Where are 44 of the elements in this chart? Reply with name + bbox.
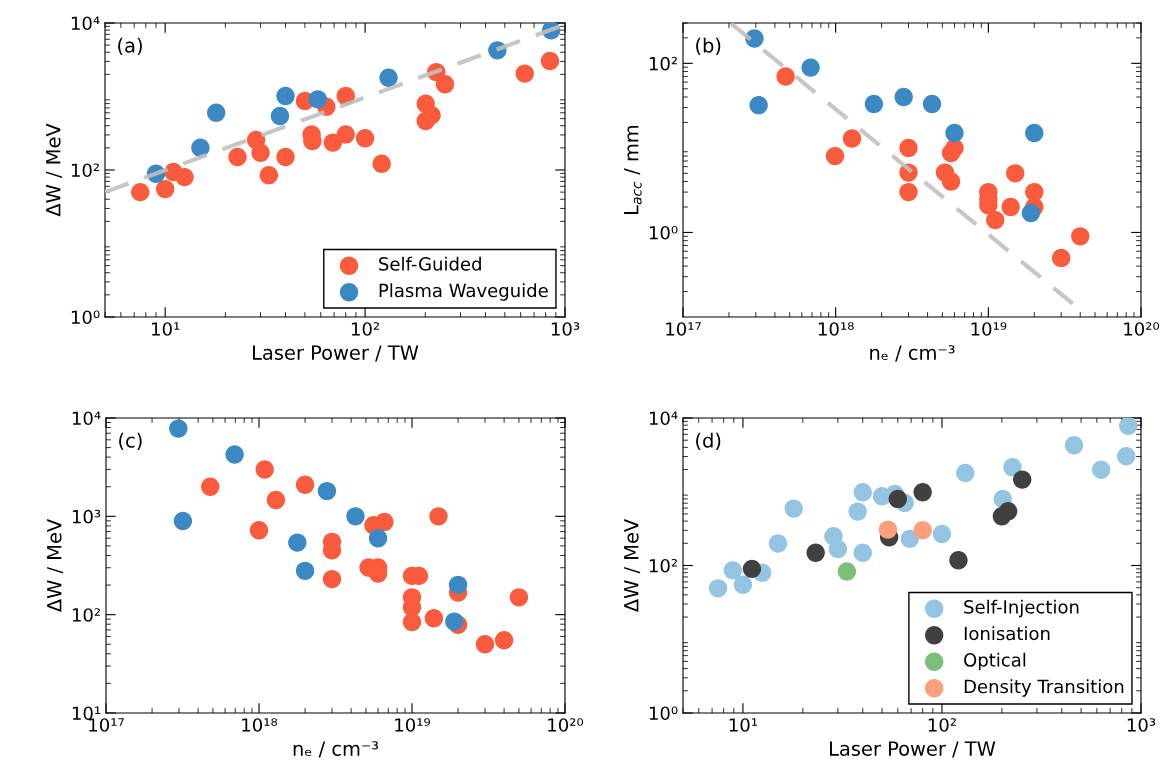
x-tick-label: 10³ [551,322,580,336]
annotation: (d) [696,432,721,451]
x-tick-label: 10¹⁷ [89,718,124,732]
x-tick-label: 10¹⁸ [242,718,278,732]
y-tick-label: 10² [71,163,99,178]
x-tick-label: 10¹⁸ [818,322,854,336]
y-tick-label: 10² [649,56,677,71]
annotation: (b) [696,37,721,56]
legend-label: Self-Injection [964,599,1079,618]
y-axis-title: ΔW / MeV [47,518,64,613]
y-tick-label: 10¹ [72,706,101,721]
y-tick-label: 10⁴ [71,16,100,31]
x-tick-label: 10²⁰ [1124,322,1160,336]
y-axis-title: ΔW / MeV [624,518,641,613]
legend-label: Self-Guided [379,256,481,271]
x-tick-label: 10² [351,322,380,336]
y-tick-label: 10⁰ [649,706,678,721]
x-tick-label: 10¹⁹ [971,322,1007,336]
y-tick-label: 10⁴ [72,411,101,426]
x-tick-label: 10¹⁷ [666,322,701,336]
y-tick-label: 10⁰ [71,310,100,325]
x-tick-label: 10² [928,718,956,732]
y-tick-label: 10⁴ [649,411,678,426]
legend-label: Density Transition [964,679,1124,697]
x-tick-label: 10¹ [729,718,758,732]
y-axis-title: ΔW / MeV [46,123,63,217]
y-tick-label: 10² [72,608,100,622]
y-axis-title: L$_{acc}$ / mm [624,125,642,214]
y-tick-label: 10² [649,558,677,573]
annotation: (a) [118,37,142,56]
legend-label: Ionisation [964,626,1050,641]
y-tick-label: 10⁰ [649,225,678,240]
y-tick-label: 10³ [72,509,101,524]
x-tick-label: 10¹ [152,322,180,336]
x-axis-title: Laser Power / TW [253,345,419,362]
annotation: (c) [119,432,142,451]
x-axis-title: nₑ / cm⁻³ [293,741,379,758]
x-axis-title: Laser Power / TW [830,741,996,758]
x-tick-label: 10²⁰ [548,718,584,732]
x-tick-label: 10³ [1127,718,1156,732]
x-tick-label: 10¹⁹ [395,718,431,732]
legend-label: Plasma Waveguide [379,283,548,301]
legend-label: Optical [964,652,1026,671]
x-axis-title: nₑ / cm⁻³ [870,345,955,362]
